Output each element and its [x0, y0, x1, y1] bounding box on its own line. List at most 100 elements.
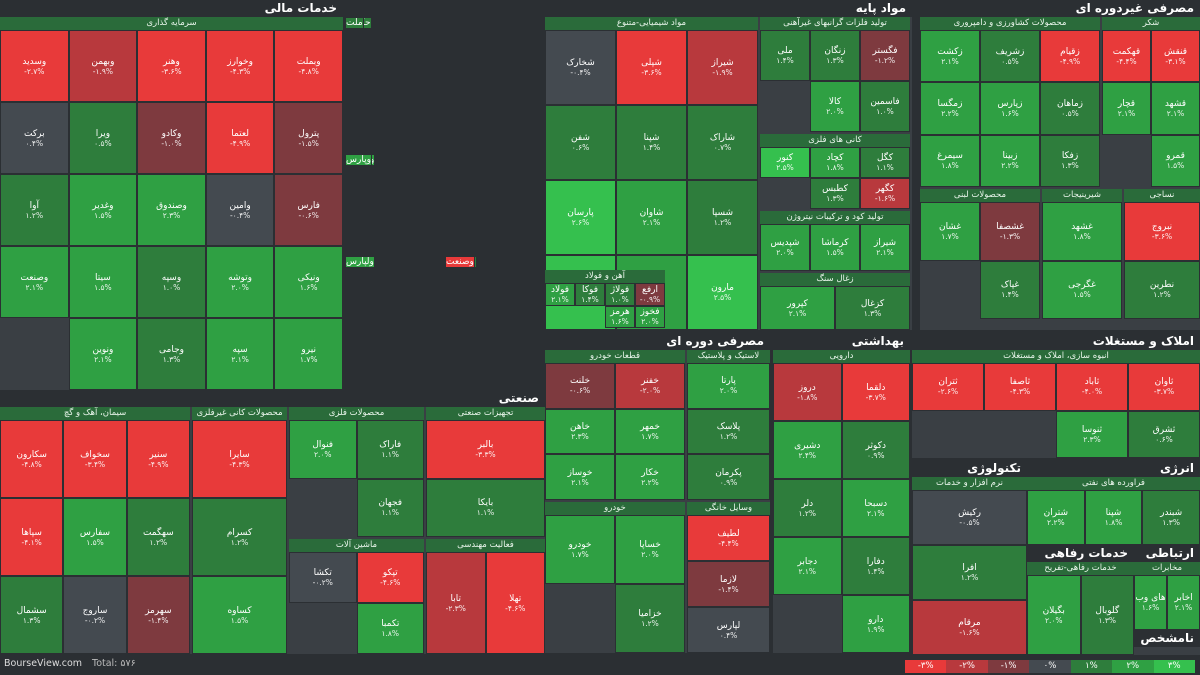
- stock-tile[interactable]: پترول -۱.۵%: [274, 102, 343, 174]
- stock-tile[interactable]: سپه ۲.۱%: [205, 318, 275, 390]
- stock-tile[interactable]: کگهر -۱.۶%: [860, 178, 910, 209]
- stock-tile[interactable]: زبینا ۲.۲%: [980, 134, 1040, 187]
- stock-tile[interactable]: وصندوق ۲.۳%: [137, 174, 206, 246]
- stock-tile[interactable]: بالبر -۳.۳%: [426, 420, 545, 479]
- stock-tile[interactable]: دجابر ۲.۱%: [773, 537, 842, 595]
- stock-tile[interactable]: غپاک ۱.۴%: [980, 260, 1040, 319]
- stock-tile[interactable]: وصنعت: [445, 256, 475, 268]
- stock-tile[interactable]: غشصفا -۱.۳%: [980, 202, 1040, 261]
- stock-tile[interactable]: وسپه ۱.۰%: [137, 246, 206, 318]
- stock-tile[interactable]: ملت: [345, 17, 364, 29]
- stock-tile[interactable]: مرقام -۱.۶%: [912, 600, 1027, 655]
- stock-tile[interactable]: قشهد ۲.۱%: [1151, 82, 1200, 135]
- stock-tile[interactable]: سخواف -۳.۴%: [63, 420, 127, 498]
- stock-tile[interactable]: سهرمز -۱.۴%: [126, 576, 190, 654]
- stock-tile[interactable]: غگرجی ۱.۵%: [1042, 260, 1122, 319]
- stock-tile[interactable]: دشیری ۲.۴%: [773, 421, 842, 479]
- stock-tile[interactable]: دارو ۱.۹%: [841, 595, 910, 653]
- stock-tile[interactable]: کرماشا ۱.۵%: [810, 224, 860, 271]
- stock-tile[interactable]: فگستر -۱.۲%: [860, 30, 910, 81]
- stock-tile[interactable]: فنوال ۲.۰%: [289, 420, 357, 479]
- stock-tile[interactable]: شفن ۰.۶%: [545, 105, 616, 180]
- stock-tile[interactable]: شپنا ۱.۸%: [1084, 490, 1143, 545]
- stock-tile[interactable]: دکوثر ۰.۹%: [841, 421, 910, 479]
- stock-tile[interactable]: سشمال ۱.۳%: [0, 576, 64, 654]
- stock-tile[interactable]: وبهمن -۱.۹%: [68, 30, 138, 102]
- stock-tile[interactable]: شپدیس ۲.۰%: [760, 224, 810, 271]
- stock-tile[interactable]: ویرا ۰.۵%: [68, 102, 138, 174]
- stock-tile[interactable]: آوا ۱.۲%: [0, 174, 69, 246]
- stock-tile[interactable]: ونوین ۲.۱%: [68, 318, 138, 390]
- stock-tile[interactable]: لپارس ۰.۴%: [687, 607, 770, 653]
- stock-tile[interactable]: خزامیا ۱.۲%: [615, 584, 685, 653]
- stock-tile[interactable]: وکادو -۱.۰%: [137, 102, 206, 174]
- stock-tile[interactable]: زپارس ۱.۶%: [980, 82, 1040, 135]
- stock-tile[interactable]: وخوارز -۴.۳%: [205, 30, 275, 102]
- stock-tile[interactable]: قچار ۲.۱%: [1102, 82, 1151, 135]
- stock-tile[interactable]: وپارس: [345, 154, 372, 166]
- stock-tile[interactable]: فوکا ۱.۴%: [575, 283, 605, 306]
- stock-tile[interactable]: نطرین ۱.۲%: [1124, 260, 1200, 319]
- stock-tile[interactable]: دروز -۱.۸%: [773, 363, 842, 421]
- stock-tile[interactable]: های وب ۱.۶%: [1134, 575, 1167, 630]
- stock-tile[interactable]: خلنت -۰.۶%: [545, 363, 615, 409]
- stock-tile[interactable]: شسپا ۱.۲%: [687, 180, 758, 255]
- stock-tile[interactable]: کطبس ۱.۳%: [810, 178, 860, 209]
- stock-tile[interactable]: کالا ۲.۰%: [810, 81, 860, 132]
- stock-tile[interactable]: قنقش -۳.۱%: [1151, 30, 1200, 83]
- stock-tile[interactable]: نبروج -۳.۶%: [1124, 202, 1200, 261]
- stock-tile[interactable]: شبندر ۱.۳%: [1142, 490, 1200, 545]
- stock-tile[interactable]: شپنا ۱.۴%: [616, 105, 687, 180]
- stock-tile[interactable]: وبملت -۴.۸%: [274, 30, 343, 102]
- stock-tile[interactable]: تهلا -۴.۶%: [485, 552, 545, 654]
- stock-tile[interactable]: پارسان ۲.۶%: [545, 180, 616, 255]
- stock-tile[interactable]: ملی ۱.۴%: [760, 30, 810, 81]
- stock-tile[interactable]: نیرو ۱.۷%: [274, 318, 343, 390]
- stock-tile[interactable]: شپلی -۳.۶%: [616, 30, 687, 105]
- stock-tile[interactable]: سیمرغ ۱.۸%: [920, 134, 980, 187]
- stock-tile[interactable]: وسدید -۲.۷%: [0, 30, 69, 102]
- stock-tile[interactable]: ارفع -۰.۹%: [635, 283, 665, 306]
- stock-tile[interactable]: سهگمت ۱.۲%: [126, 498, 190, 576]
- stock-tile[interactable]: کچاد ۱.۸%: [810, 147, 860, 178]
- stock-tile[interactable]: خفنر -۲.۰%: [615, 363, 685, 409]
- stock-tile[interactable]: غشان ۱.۷%: [920, 202, 980, 261]
- stock-tile[interactable]: غشهد ۱.۸%: [1042, 202, 1122, 261]
- stock-tile[interactable]: بایکا ۱.۱%: [426, 478, 545, 537]
- stock-tile[interactable]: وصنعت ۲.۱%: [0, 246, 69, 318]
- stock-tile[interactable]: سکارون -۴.۸%: [0, 420, 64, 498]
- stock-tile[interactable]: زشریف ۰.۵%: [980, 30, 1040, 83]
- stock-tile[interactable]: سپاها -۴.۱%: [0, 498, 64, 576]
- stock-tile[interactable]: گلوبال ۱.۳%: [1080, 575, 1134, 655]
- stock-tile[interactable]: افرا ۱.۲%: [912, 545, 1027, 600]
- stock-tile[interactable]: خساپا ۲.۰%: [615, 515, 685, 584]
- stock-tile[interactable]: برکت ۰.۴%: [0, 102, 69, 174]
- stock-tile[interactable]: لازما -۱.۴%: [687, 561, 770, 607]
- stock-tile[interactable]: تکشا -۰.۲%: [289, 552, 357, 603]
- stock-tile[interactable]: لعتما -۴.۹%: [205, 102, 275, 174]
- stock-tile[interactable]: اخابر ۲.۱%: [1167, 575, 1200, 630]
- stock-tile[interactable]: سیتا ۱.۵%: [68, 246, 138, 318]
- stock-tile[interactable]: وامین -۰.۴%: [205, 174, 275, 246]
- stock-tile[interactable]: کسرام ۱.۲%: [192, 498, 287, 576]
- stock-tile[interactable]: ثاباد -۴.۰%: [1056, 363, 1128, 411]
- stock-tile[interactable]: دفارا ۱.۴%: [841, 537, 910, 595]
- stock-tile[interactable]: سایرا -۴.۳%: [192, 420, 287, 498]
- stock-tile[interactable]: فارس -۰.۶%: [274, 174, 343, 246]
- stock-tile[interactable]: فولاد ۲.۱%: [545, 283, 575, 306]
- stock-tile[interactable]: سنیر -۴.۹%: [126, 420, 190, 498]
- stock-tile[interactable]: پکرمان ۰.۹%: [687, 454, 770, 500]
- stock-tile[interactable]: بگیلان ۲.۰%: [1027, 575, 1081, 655]
- stock-tile[interactable]: وتوشه ۲.۰%: [205, 246, 275, 318]
- stock-tile[interactable]: سفارس ۱.۵%: [63, 498, 127, 576]
- stock-tile[interactable]: زفکا ۱.۳%: [1040, 134, 1100, 187]
- stock-tile[interactable]: فجهان ۱.۱%: [356, 478, 424, 537]
- stock-tile[interactable]: دسبحا ۲.۱%: [841, 479, 910, 537]
- stock-tile[interactable]: ثاصفا -۴.۳%: [984, 363, 1056, 411]
- stock-tile[interactable]: خاهن ۲.۳%: [545, 408, 615, 455]
- stock-tile[interactable]: خمهر ۱.۷%: [615, 408, 685, 455]
- stock-tile[interactable]: قمرو ۱.۵%: [1151, 134, 1200, 187]
- stock-tile[interactable]: فخوز ۲.۰%: [635, 305, 665, 328]
- stock-tile[interactable]: وجامی ۱.۳%: [137, 318, 206, 390]
- stock-tile[interactable]: پلاسک ۱.۲%: [687, 408, 770, 455]
